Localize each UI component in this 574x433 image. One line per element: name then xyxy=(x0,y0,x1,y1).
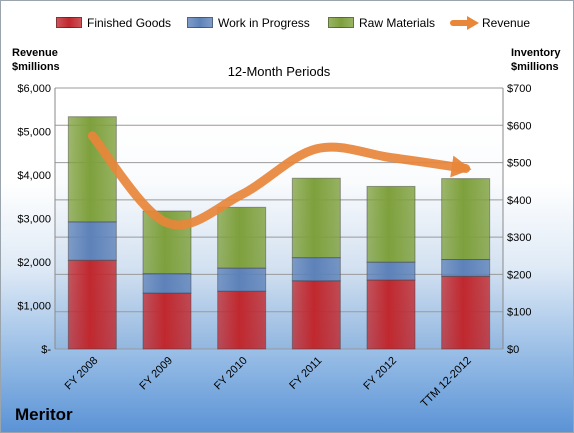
bar-segment-work-in-progress xyxy=(217,267,267,292)
bar-segment-raw-materials xyxy=(217,206,267,269)
category-label: TTM 12-2012 xyxy=(419,355,474,410)
bar-segment-work-in-progress xyxy=(142,273,192,294)
category-label: FY 2008 xyxy=(63,355,101,393)
bar-segment-finished-goods xyxy=(291,280,341,350)
category-label: FY 2009 xyxy=(137,355,175,393)
bar-segment-raw-materials xyxy=(366,185,416,263)
legend-label-revenue: Revenue xyxy=(482,16,531,30)
bar-segment-raw-materials xyxy=(291,177,341,259)
right-axis-title: Inventory $millions xyxy=(511,47,561,73)
bar-segment-work-in-progress xyxy=(291,257,341,282)
left-tick-label: $- xyxy=(41,344,51,356)
right-tick-label: $300 xyxy=(507,232,531,244)
right-tick-label: $0 xyxy=(507,344,519,356)
left-axis-title: Revenue $millions xyxy=(12,47,60,73)
legend-swatch-raw-materials xyxy=(328,17,354,28)
legend-label-finished-goods: Finished Goods xyxy=(87,16,172,30)
legend-revenue-arrowhead xyxy=(467,16,479,30)
category-label: FY 2012 xyxy=(361,355,399,393)
left-tick-label: $3,000 xyxy=(17,214,51,226)
bar-segment-work-in-progress xyxy=(366,261,416,281)
left-tick-label: $4,000 xyxy=(17,170,51,182)
right-tick-label: $500 xyxy=(507,158,531,170)
bar-segment-finished-goods xyxy=(67,259,117,350)
category-label: FY 2010 xyxy=(212,355,250,393)
revenue-arrowhead xyxy=(450,155,472,178)
plot-area xyxy=(55,88,503,349)
right-tick-label: $400 xyxy=(507,195,531,207)
bar-segment-finished-goods xyxy=(142,292,192,350)
chart-title: 12-Month Periods xyxy=(228,64,331,79)
bar-segment-finished-goods xyxy=(441,275,491,350)
bar-segment-work-in-progress xyxy=(67,221,117,261)
right-tick-label: $700 xyxy=(507,83,531,95)
legend-label-raw-materials: Raw Materials xyxy=(359,16,436,30)
legend-swatch-work-in-progress xyxy=(187,17,213,28)
left-tick-label: $2,000 xyxy=(17,257,51,269)
left-tick-label: $1,000 xyxy=(17,301,51,313)
left-tick-label: $6,000 xyxy=(17,83,51,95)
right-tick-label: $200 xyxy=(507,269,531,281)
revenue-line xyxy=(87,131,471,230)
company-name: Meritor xyxy=(15,405,73,424)
right-tick-label: $100 xyxy=(507,307,531,319)
right-tick-label: $600 xyxy=(507,120,531,132)
bar-segment-work-in-progress xyxy=(441,259,491,277)
legend-swatch-finished-goods xyxy=(56,17,82,28)
left-tick-label: $5,000 xyxy=(17,127,51,139)
legend-label-work-in-progress: Work in Progress xyxy=(218,16,310,30)
bar-segment-raw-materials xyxy=(441,178,491,261)
category-label: FY 2011 xyxy=(287,355,324,392)
bar-segment-finished-goods xyxy=(366,279,416,350)
bar-segment-finished-goods xyxy=(217,290,267,350)
